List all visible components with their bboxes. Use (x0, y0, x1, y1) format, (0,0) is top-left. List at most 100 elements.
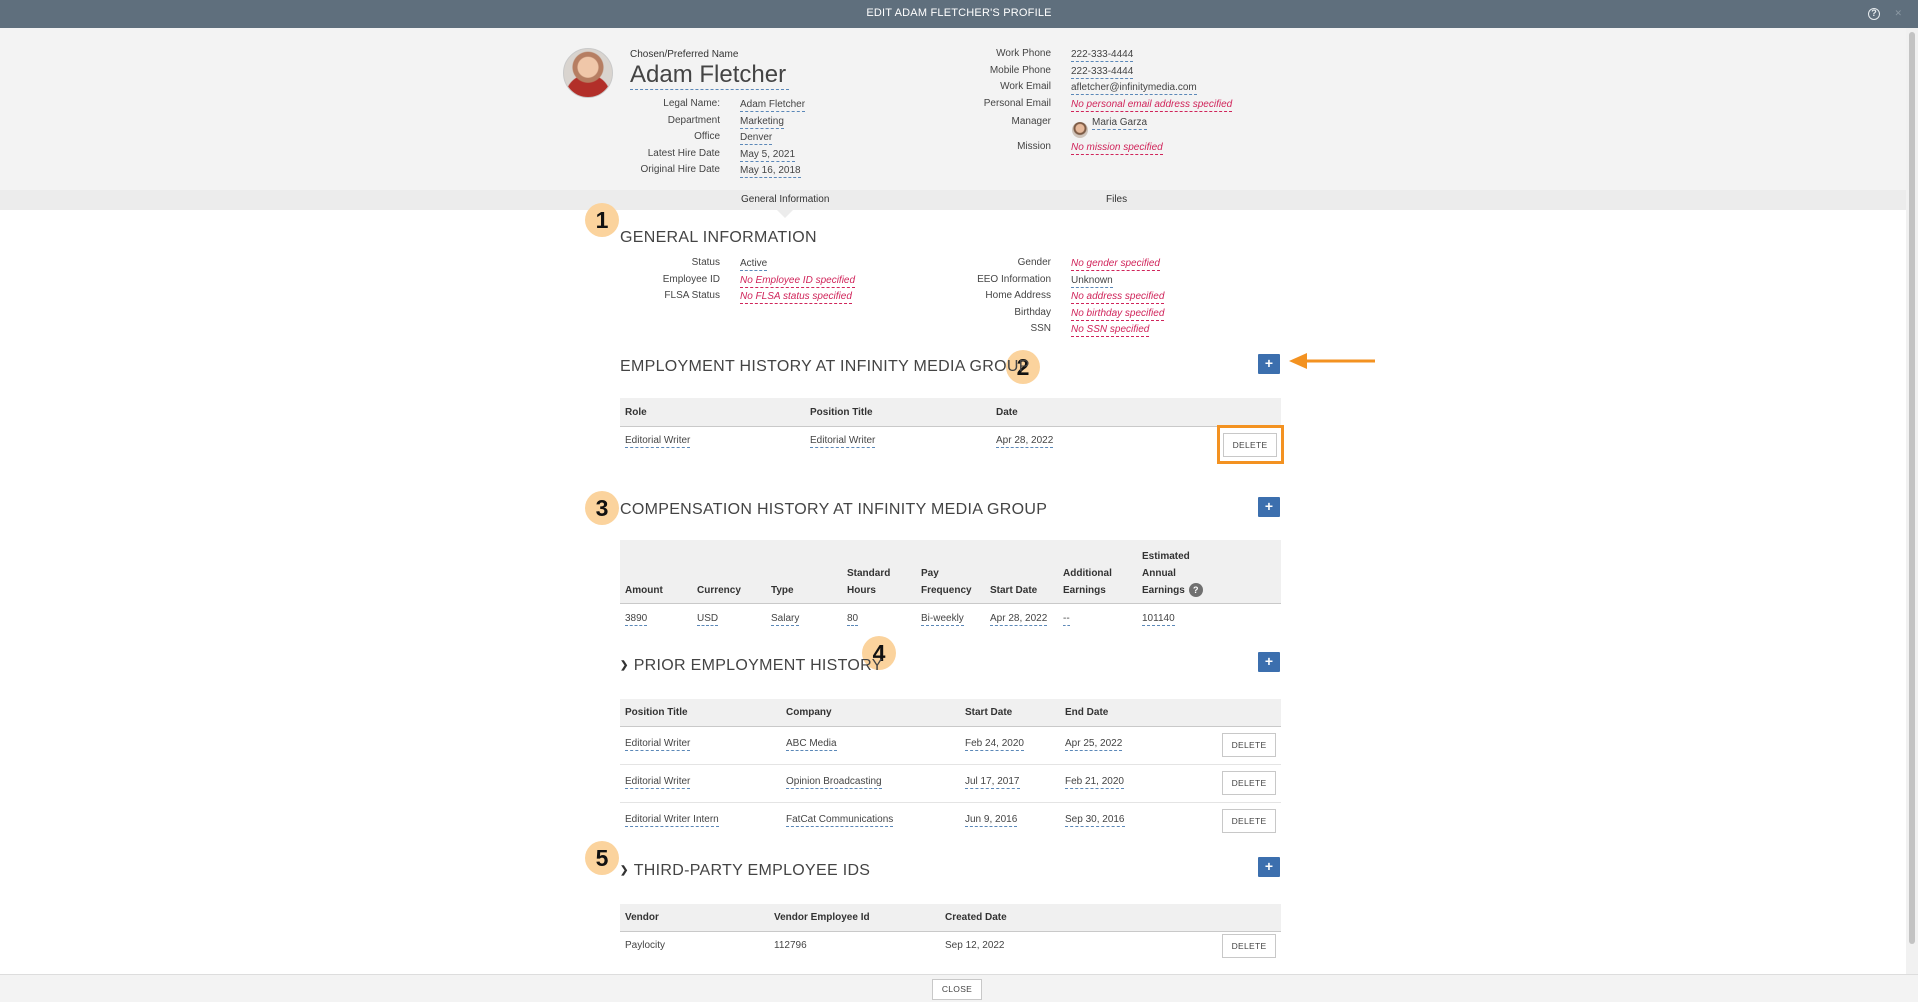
profile-field-value[interactable]: Maria Garza (1092, 117, 1148, 130)
general-field-value[interactable]: No address specified (1071, 291, 1165, 304)
delete-third-party-id-button[interactable]: DELETE (1222, 934, 1276, 958)
employment-history-title: EMPLOYMENT HISTORY AT INFINITY MEDIA GRO… (620, 358, 1030, 375)
scrollbar-thumb[interactable] (1909, 32, 1915, 944)
general-field-value[interactable]: No Employee ID specified (740, 274, 856, 288)
close-window-icon[interactable]: ✕ (1894, 8, 1902, 18)
column-header-pay-frequency: Pay Frequency (921, 568, 972, 596)
prior-employment-cell[interactable]: Apr 25, 2022 (1065, 738, 1123, 751)
prior-employment-cell[interactable]: Feb 21, 2020 (1065, 776, 1124, 789)
table-header: Role Position Title Date (620, 398, 1281, 427)
profile-field-label: Office (694, 131, 720, 142)
third-party-ids-title[interactable]: ❯ THIRD-PARTY EMPLOYEE IDS (620, 862, 870, 880)
prior-employment-title-text: PRIOR EMPLOYMENT HISTORY (633, 657, 883, 674)
profile-field-label: Legal Name: (663, 98, 720, 109)
compensation-cell[interactable]: 3890 (625, 613, 648, 626)
prior-employment-cell[interactable]: Editorial Writer (625, 738, 691, 751)
profile-field-value[interactable]: Marketing (740, 115, 784, 129)
tab-files[interactable]: Files (1106, 194, 1128, 205)
general-field-value[interactable]: No SSN specified (1071, 324, 1150, 337)
prior-employment-cell[interactable]: ABC Media (786, 738, 837, 751)
delete-prior-employment-button[interactable]: DELETE (1222, 771, 1276, 795)
column-header-position-title: Position Title (810, 407, 873, 418)
delete-employment-button[interactable]: DELETE (1223, 433, 1277, 457)
column-header-created-date: Created Date (945, 912, 1007, 923)
compensation-cell[interactable]: -- (1063, 613, 1070, 626)
prior-employment-cell[interactable]: FatCat Communications (786, 814, 894, 827)
column-header-standard-hours: Standard Hours (847, 568, 891, 596)
chevron-down-icon[interactable]: ❯ (620, 660, 629, 671)
profile-field-value[interactable]: 222-333-4444 (1071, 49, 1134, 62)
column-header-start-date: Start Date (965, 707, 1013, 718)
manager-avatar (1072, 122, 1088, 138)
profile-header: Chosen/Preferred Name Adam Fletcher Lega… (0, 28, 1906, 190)
prior-employment-cell[interactable]: Opinion Broadcasting (786, 776, 882, 789)
prior-employment-cell[interactable]: Editorial Writer (625, 776, 691, 789)
employment-position-cell[interactable]: Editorial Writer (810, 435, 876, 448)
employment-role-cell[interactable]: Editorial Writer (625, 435, 691, 448)
prior-employment-cell[interactable]: Editorial Writer Intern (625, 814, 719, 827)
chevron-down-icon[interactable]: ❯ (620, 865, 629, 876)
prior-employment-table: Position Title Company Start Date End Da… (620, 699, 1281, 839)
profile-field-value[interactable]: Adam Fletcher (740, 99, 806, 112)
column-header-vendor-employee-id: Vendor Employee Id (774, 912, 870, 923)
add-employment-button[interactable]: + (1258, 354, 1280, 374)
general-field-value[interactable]: No gender specified (1071, 258, 1160, 271)
compensation-cell[interactable]: Apr 28, 2022 (990, 613, 1048, 626)
profile-field-value[interactable]: afletcher@infinitymedia.com (1071, 82, 1197, 95)
compensation-cell[interactable]: 101140 (1142, 613, 1175, 626)
prior-employment-cell[interactable]: Sep 30, 2016 (1065, 814, 1125, 827)
window-titlebar: EDIT ADAM FLETCHER'S PROFILE (0, 0, 1918, 28)
general-field-value[interactable]: Active (740, 258, 768, 271)
vendor-employee-id-cell: 112796 (774, 940, 807, 951)
compensation-cell[interactable]: USD (697, 613, 719, 626)
column-header-role: Role (625, 407, 647, 418)
table-row: Editorial Writer Intern FatCat Communicat… (620, 803, 1281, 841)
close-button[interactable]: CLOSE (932, 979, 982, 1000)
column-header-end-date: End Date (1065, 707, 1109, 718)
prior-employment-title[interactable]: ❯ PRIOR EMPLOYMENT HISTORY (620, 657, 883, 675)
general-field-value[interactable]: No birthday specified (1071, 307, 1165, 321)
question-circle-icon[interactable]: ? (1868, 8, 1880, 20)
compensation-cell[interactable]: Bi-weekly (921, 613, 964, 626)
general-field-value[interactable]: Unknown (1071, 274, 1113, 288)
table-header: Position Title Company Start Date End Da… (620, 699, 1281, 727)
column-header-type: Type (771, 585, 794, 596)
table-row: Paylocity 112796 Sep 12, 2022 DELETE (620, 932, 1281, 966)
prior-employment-cell[interactable]: Jun 9, 2016 (965, 814, 1018, 827)
add-prior-employment-button[interactable]: + (1258, 652, 1280, 672)
general-field-value[interactable]: No FLSA status specified (740, 291, 852, 304)
table-row: Editorial Writer Editorial Writer Apr 28… (620, 427, 1281, 464)
profile-field-value[interactable]: May 16, 2018 (740, 165, 801, 178)
add-third-party-id-button[interactable]: + (1258, 857, 1280, 877)
annotation-highlight-box (1217, 425, 1284, 464)
annotation-badge-4: 4 (862, 636, 896, 670)
chosen-name-value[interactable]: Adam Fletcher (630, 60, 790, 90)
delete-prior-employment-button[interactable]: DELETE (1222, 809, 1276, 833)
profile-field-value[interactable]: No mission specified (1071, 141, 1163, 155)
tab-general-information[interactable]: General Information (741, 194, 830, 205)
add-compensation-button[interactable]: + (1258, 497, 1280, 517)
column-header-estimated-annual-earnings: Estimated Annual Earnings? (1142, 548, 1203, 599)
general-field-label: SSN (1030, 323, 1051, 334)
profile-field-value[interactable]: 222-333-4444 (1071, 65, 1134, 79)
profile-field-value[interactable]: No personal email address specified (1071, 98, 1233, 112)
table-row: 3890 USD Salary 80 Bi-weekly Apr 28, 2022 -- 10… (620, 604, 1281, 635)
prior-employment-cell[interactable]: Jul 17, 2017 (965, 776, 1020, 789)
employment-date-cell[interactable]: Apr 28, 2022 (996, 435, 1054, 448)
compensation-cell[interactable]: 80 (847, 613, 859, 626)
profile-field-label: Mission (1017, 140, 1051, 152)
column-header-amount: Amount (625, 585, 663, 596)
profile-field-label: Original Hire Date (640, 164, 720, 175)
prior-employment-cell[interactable]: Feb 24, 2020 (965, 738, 1024, 751)
avatar[interactable] (563, 48, 613, 98)
general-field-label: Birthday (1014, 306, 1051, 318)
compensation-cell[interactable]: Salary (771, 613, 800, 626)
profile-field-value[interactable]: May 5, 2021 (740, 148, 796, 162)
scrollbar[interactable] (1906, 28, 1918, 974)
help-question-icon[interactable]: ? (1188, 583, 1203, 598)
column-header-currency: Currency (697, 585, 741, 596)
annotation-arrow-icon (1289, 353, 1375, 369)
profile-field-label: Personal Email (983, 97, 1051, 109)
delete-prior-employment-button[interactable]: DELETE (1222, 733, 1276, 757)
profile-field-value[interactable]: Denver (740, 132, 773, 145)
